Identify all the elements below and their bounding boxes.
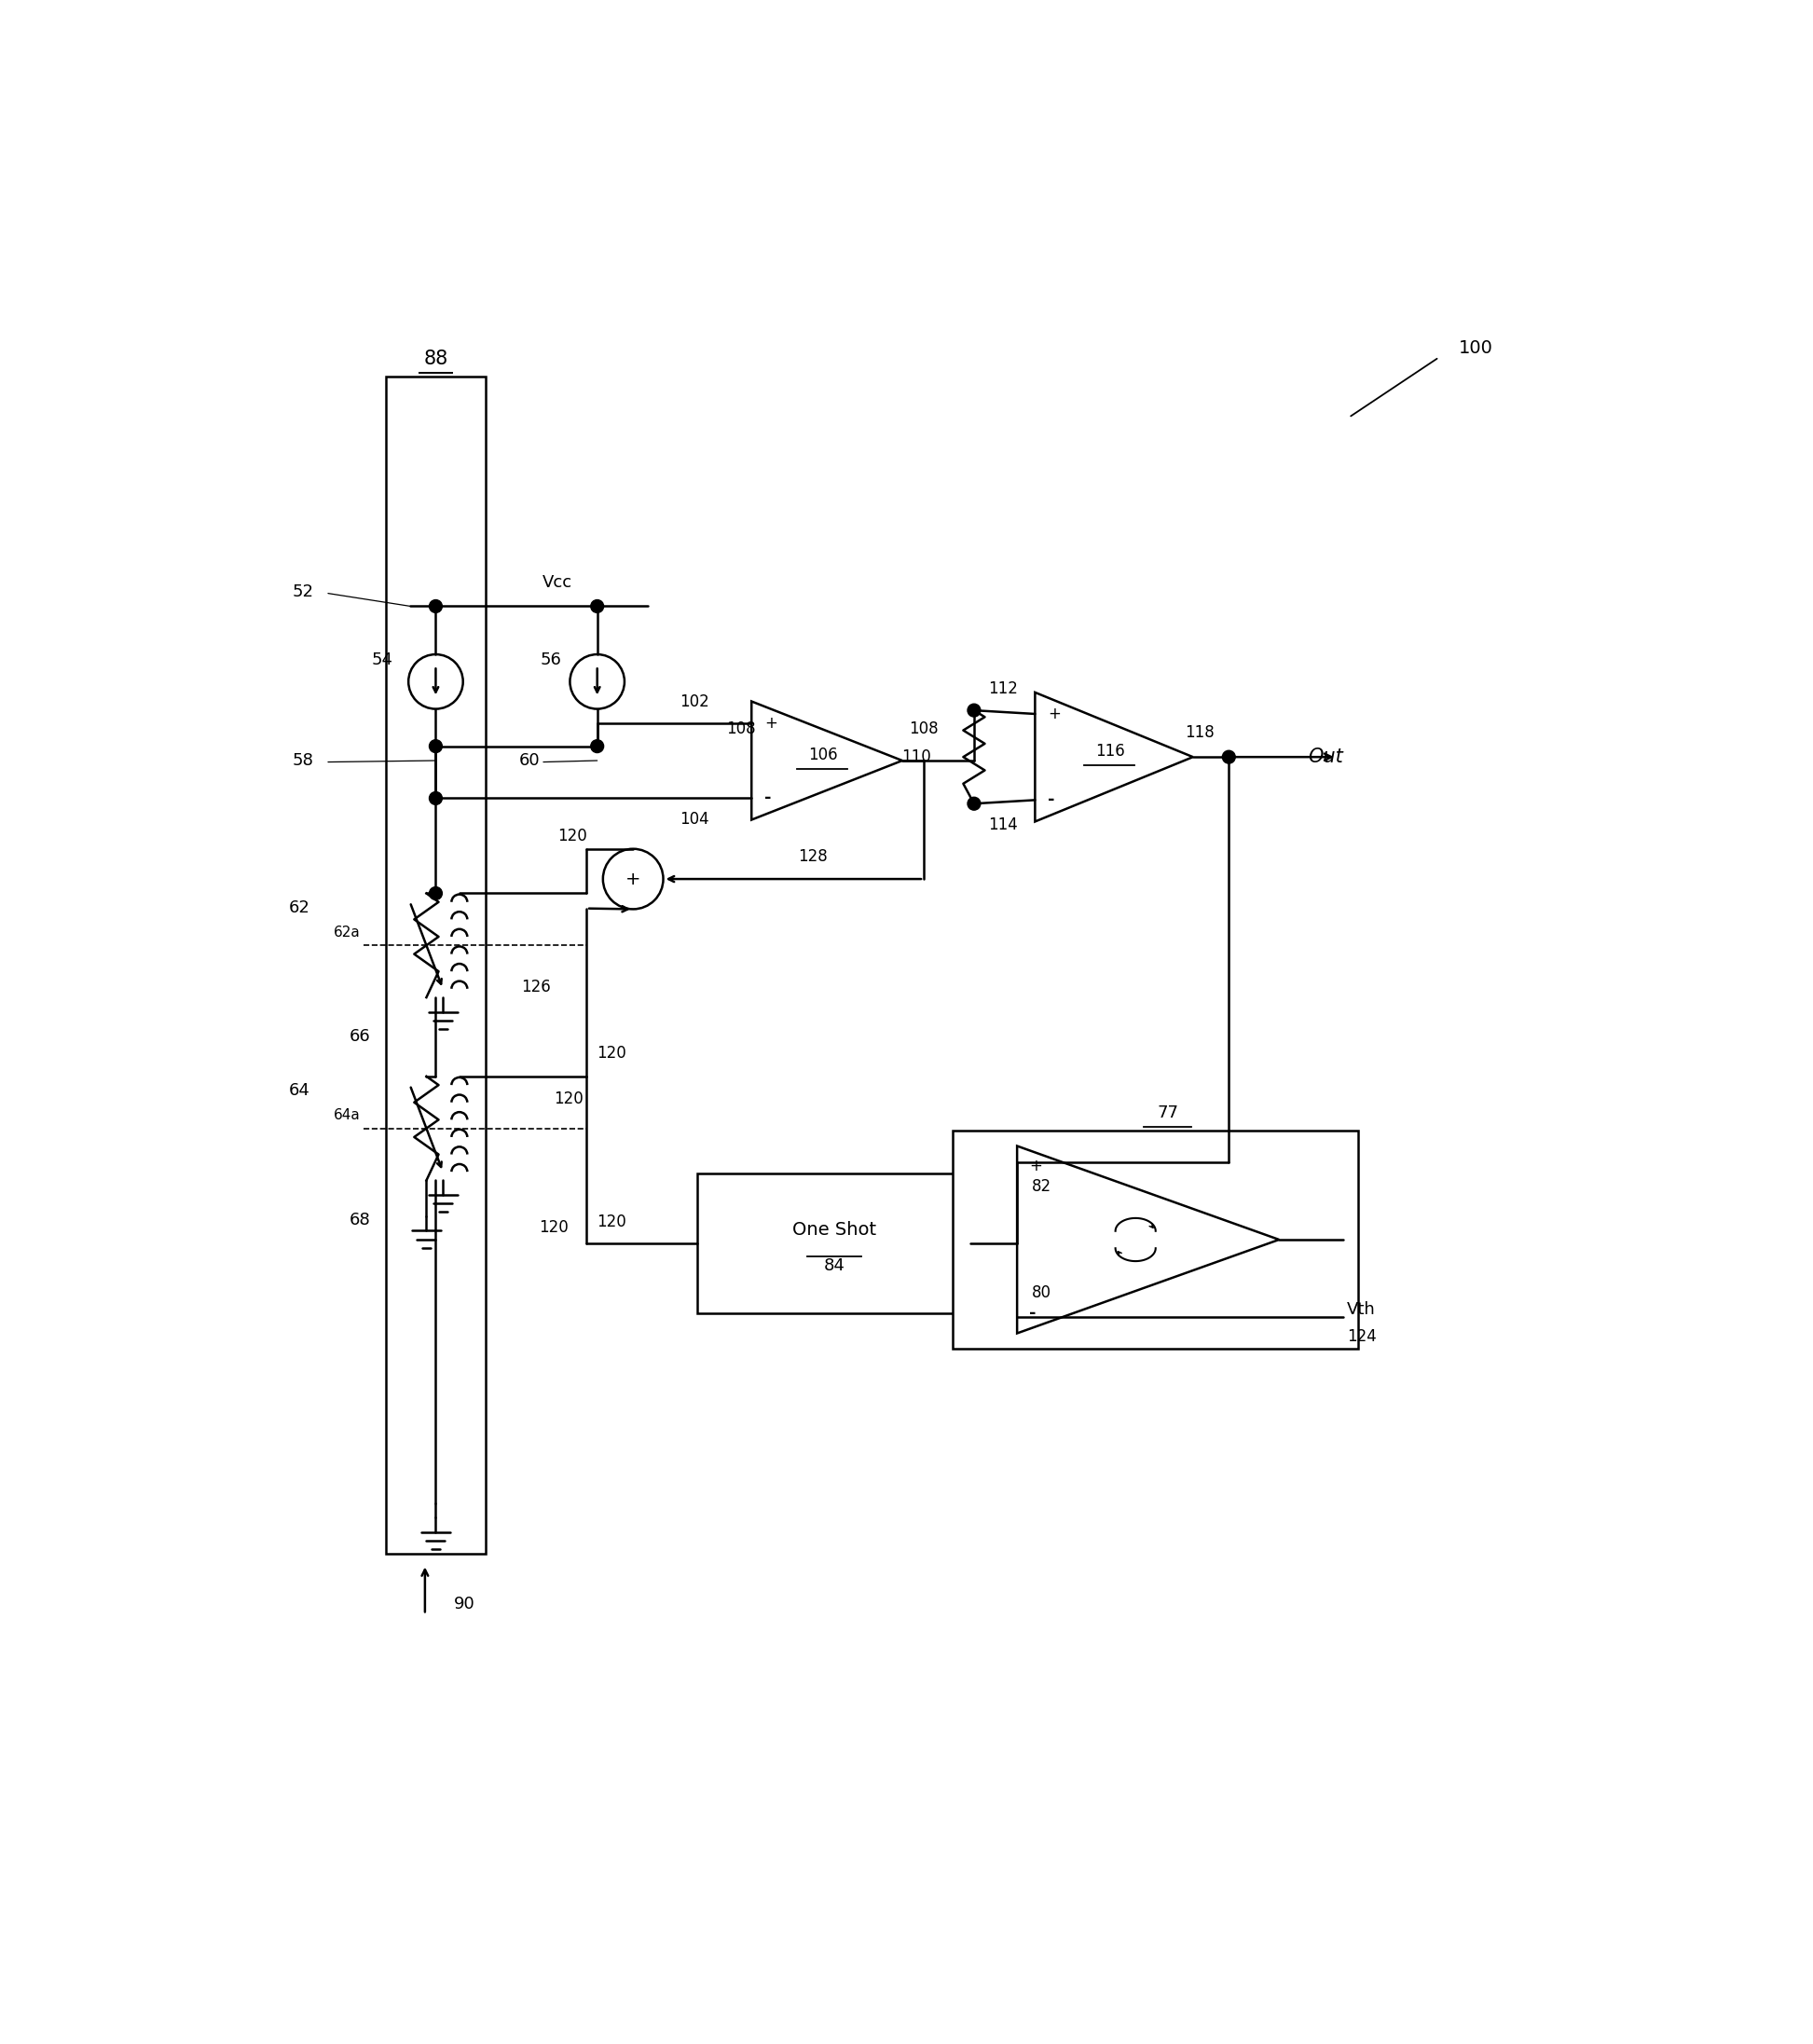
Text: 84: 84: [823, 1257, 845, 1275]
Text: Vcc: Vcc: [542, 574, 573, 591]
Circle shape: [591, 740, 604, 752]
Text: 88: 88: [424, 350, 448, 368]
Text: Vth: Vth: [1347, 1302, 1376, 1318]
Text: 120: 120: [557, 828, 587, 844]
Text: 52: 52: [292, 583, 314, 601]
Text: 82: 82: [1032, 1177, 1052, 1194]
Text: +: +: [1048, 705, 1061, 722]
Circle shape: [430, 887, 442, 899]
Text: 58: 58: [292, 752, 314, 769]
Text: 106: 106: [809, 746, 838, 762]
Text: 120: 120: [596, 1214, 625, 1230]
Text: 68: 68: [350, 1212, 372, 1228]
Text: 100: 100: [1458, 339, 1492, 358]
Text: 54: 54: [372, 652, 393, 668]
Text: 60: 60: [519, 752, 540, 769]
Text: 126: 126: [520, 979, 551, 995]
Text: 104: 104: [680, 811, 709, 828]
Text: 90: 90: [453, 1596, 475, 1613]
Text: 64: 64: [288, 1083, 310, 1100]
Text: 62a: 62a: [334, 926, 361, 940]
Text: 66: 66: [350, 1028, 372, 1044]
FancyBboxPatch shape: [952, 1130, 1358, 1349]
Text: 77: 77: [1157, 1106, 1178, 1122]
Text: 62: 62: [288, 899, 310, 916]
Text: 110: 110: [901, 748, 930, 764]
Text: 112: 112: [988, 681, 1017, 697]
Text: 120: 120: [538, 1218, 569, 1235]
Circle shape: [430, 740, 442, 752]
Text: 128: 128: [798, 848, 827, 865]
Text: 108: 108: [725, 722, 756, 738]
Text: 56: 56: [540, 652, 562, 668]
Text: 108: 108: [908, 722, 939, 738]
Text: 114: 114: [988, 816, 1017, 834]
Text: -: -: [765, 789, 772, 807]
Circle shape: [968, 703, 981, 717]
Text: +: +: [625, 871, 640, 887]
Text: 124: 124: [1347, 1329, 1376, 1345]
Circle shape: [968, 797, 981, 809]
Text: 116: 116: [1095, 742, 1126, 760]
Circle shape: [430, 791, 442, 805]
Text: -: -: [1048, 791, 1055, 809]
Text: 80: 80: [1032, 1286, 1052, 1302]
Text: 118: 118: [1186, 724, 1215, 742]
Text: -: -: [1030, 1304, 1037, 1322]
Circle shape: [591, 599, 604, 613]
FancyBboxPatch shape: [698, 1173, 970, 1312]
Text: Out: Out: [1307, 748, 1343, 766]
Text: 120: 120: [596, 1044, 625, 1063]
Text: +: +: [765, 715, 778, 732]
Text: One Shot: One Shot: [792, 1222, 876, 1239]
Text: 102: 102: [680, 693, 709, 709]
Text: 120: 120: [553, 1091, 584, 1108]
Text: +: +: [1030, 1157, 1042, 1175]
Text: 64a: 64a: [334, 1108, 361, 1122]
Circle shape: [430, 599, 442, 613]
Circle shape: [1222, 750, 1235, 764]
FancyBboxPatch shape: [386, 376, 486, 1553]
